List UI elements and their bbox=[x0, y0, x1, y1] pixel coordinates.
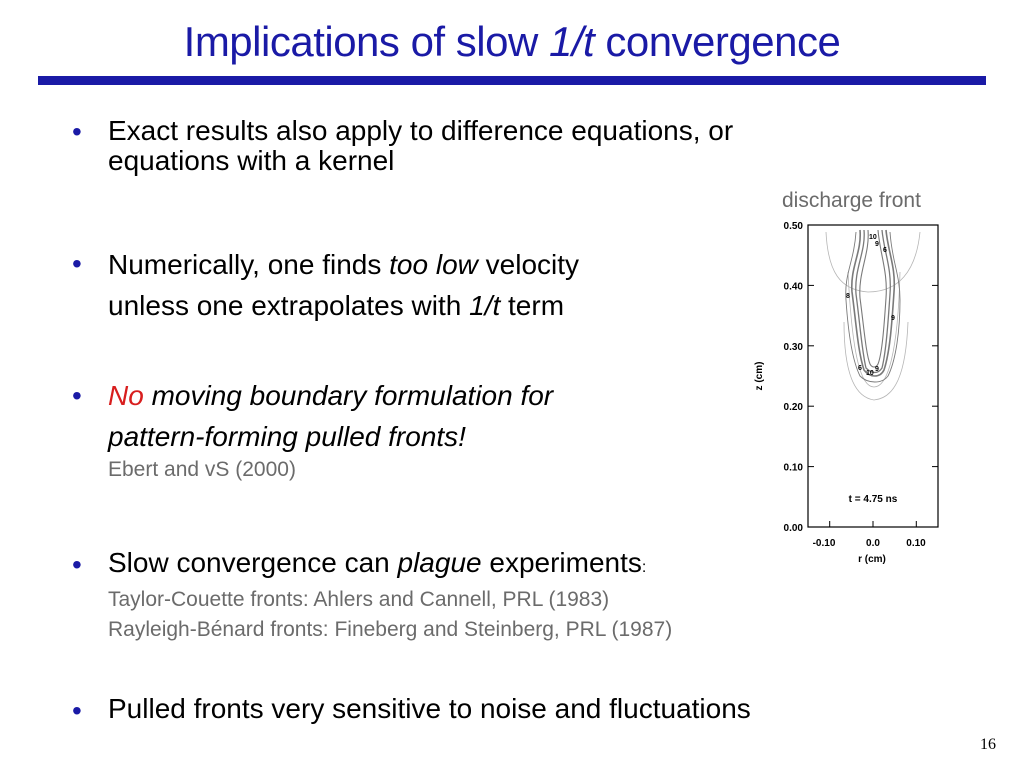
contour-label: 9 bbox=[891, 315, 895, 322]
y-axis-label: z (cm) bbox=[754, 362, 765, 391]
contour-label: 10 bbox=[866, 370, 874, 377]
x-axis-label: r (cm) bbox=[858, 554, 886, 565]
bullet-2-text: velocity bbox=[477, 249, 580, 280]
reference-taylor-couette: Taylor-Couette fronts: Ahlers and Cannel… bbox=[108, 588, 610, 611]
contour-label: 6 bbox=[858, 365, 862, 372]
title-italic: 1/t bbox=[548, 18, 595, 65]
reference-rayleigh-benard: Rayleigh-Bénard fronts: Fineberg and Ste… bbox=[108, 618, 673, 641]
x-tick-label: 0.10 bbox=[906, 538, 926, 549]
bullet-marker: • bbox=[72, 116, 82, 147]
bullet-marker: • bbox=[72, 380, 82, 411]
discharge-front-plot: 0.50 0.40 0.30 0.20 0.10 0.00 -0.10 0.0 … bbox=[754, 221, 939, 565]
title-divider bbox=[38, 76, 986, 85]
x-tick-label: -0.10 bbox=[813, 538, 836, 549]
bullet-2-text: term bbox=[500, 289, 565, 321]
bullet-1-line2: equations with a kernel bbox=[108, 145, 395, 177]
bullet-2: Numerically, one finds too low velocity … bbox=[108, 245, 579, 326]
bullet-1-line1: Exact results also apply to difference e… bbox=[108, 115, 734, 146]
bullet-3-red-word: No bbox=[108, 380, 144, 411]
y-tick-label: 0.40 bbox=[784, 281, 804, 292]
bullet-2-italic: 1/t bbox=[469, 289, 501, 321]
bullet-2-text: Numerically, one finds bbox=[108, 249, 390, 280]
bullet-3-line2: pattern-forming pulled fronts! bbox=[108, 420, 466, 452]
x-tick-label: 0.0 bbox=[866, 538, 880, 549]
outer-contours bbox=[825, 231, 921, 401]
bullet-3-text: moving boundary formulation for bbox=[143, 380, 554, 411]
bullet-marker: • bbox=[72, 695, 82, 726]
contour-label: 10 bbox=[869, 234, 877, 241]
title-text-part1: Implications of slow bbox=[183, 18, 549, 65]
bullet-2-text: unless one extrapolates with bbox=[108, 289, 470, 321]
y-tick-label: 0.50 bbox=[784, 221, 804, 232]
bullet-4: Slow convergence can plague experiments: bbox=[108, 546, 646, 579]
contour-label: 9 bbox=[875, 241, 879, 248]
y-tick-label: 0.10 bbox=[784, 463, 804, 474]
bullet-4-text: Slow convergence can bbox=[108, 547, 398, 578]
bullet-5: Pulled fronts very sensitive to noise an… bbox=[108, 693, 751, 724]
bullet-4-italic: plague bbox=[397, 547, 482, 578]
contour-label: 8 bbox=[846, 293, 850, 300]
figure-caption: discharge front bbox=[782, 189, 921, 212]
contour-label: 9 bbox=[875, 366, 879, 373]
bullet-marker: • bbox=[72, 248, 82, 279]
bullet-3: No moving boundary formulation for patte… bbox=[108, 376, 553, 457]
time-annotation: t = 4.75 ns bbox=[849, 494, 898, 505]
bullet-4-colon: : bbox=[641, 559, 647, 576]
reference-ebert: Ebert and vS (2000) bbox=[108, 458, 296, 481]
y-tick-label: 0.00 bbox=[784, 523, 804, 534]
y-tick-label: 0.30 bbox=[784, 342, 804, 353]
title-text-part2: convergence bbox=[594, 18, 841, 65]
bullet-marker: • bbox=[72, 549, 82, 580]
x-ticks bbox=[829, 521, 917, 527]
bullet-2-line1: Numerically, one finds too low velocity bbox=[108, 245, 579, 286]
y-tick-label: 0.20 bbox=[784, 402, 804, 413]
bullet-2-line2: unless one extrapolates with 1/t term bbox=[108, 286, 579, 327]
y-ticks bbox=[808, 224, 938, 528]
slide-title: Implications of slow 1/t convergence bbox=[0, 18, 1024, 66]
bullet-4-text: experiments bbox=[481, 547, 642, 578]
bullet-1: Exact results also apply to difference e… bbox=[108, 114, 733, 177]
streamer-contours bbox=[845, 229, 901, 383]
page-number: 16 bbox=[980, 736, 996, 753]
bullet-2-italic: too low bbox=[389, 249, 478, 280]
bullet-3-line1: No moving boundary formulation for bbox=[108, 376, 553, 417]
contour-label: 6 bbox=[883, 247, 887, 254]
